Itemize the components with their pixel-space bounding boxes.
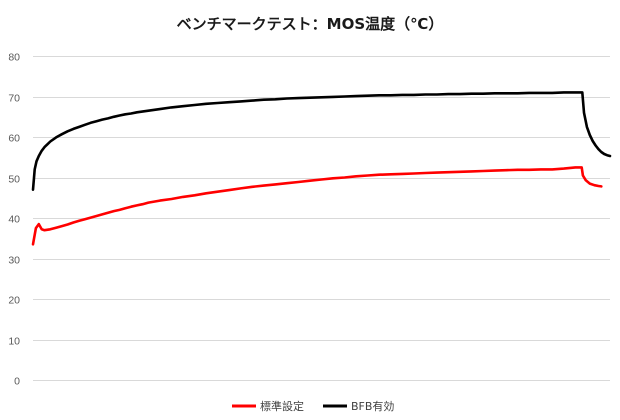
legend-label-0: 標準設定 [260,399,304,413]
y-tick-label: 10 [8,336,20,348]
legend: 標準設定 BFB有効 [232,399,394,413]
gridlines [33,56,610,381]
y-tick-label: 70 [8,93,20,105]
series-line-0 [31,166,603,246]
series-lines [31,91,612,246]
y-tick-label: 80 [8,52,20,64]
y-tick-label: 0 [14,376,20,388]
legend-label-1: BFB有効 [351,399,394,413]
y-tick-label: 30 [8,255,20,267]
y-tick-label: 40 [8,214,20,226]
y-tick-label: 50 [8,174,20,186]
y-tick-label: 60 [8,133,20,145]
chart-title: ベンチマークテスト：MOS温度（℃） [177,15,444,33]
series-line-1 [31,91,612,191]
y-axis-tick-labels: 0 10 20 30 40 50 60 70 80 [8,52,20,388]
y-tick-label: 20 [8,295,20,307]
